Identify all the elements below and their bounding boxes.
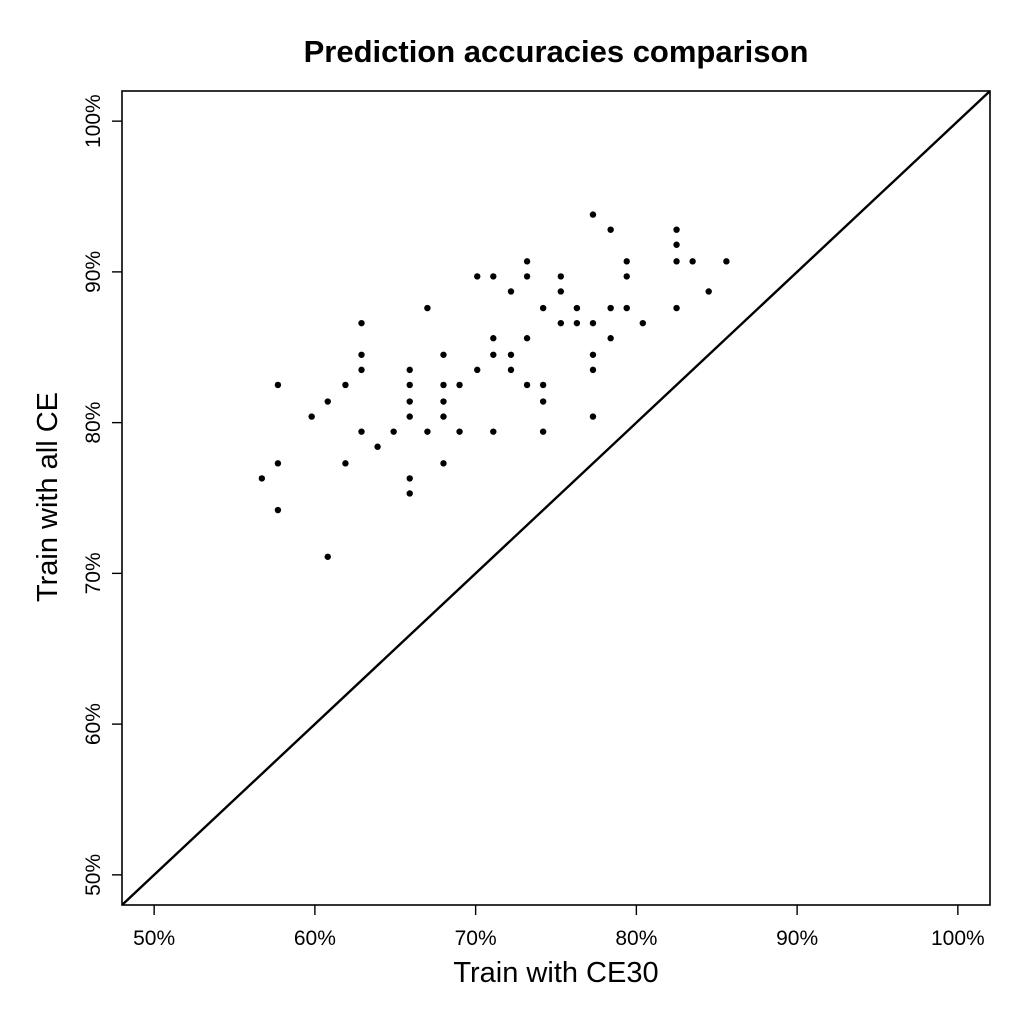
- data-point: [557, 319, 565, 327]
- x-tick-label: 100%: [931, 927, 985, 950]
- data-point: [358, 351, 365, 358]
- y-tick-label: 90%: [82, 251, 105, 293]
- data-point: [424, 428, 431, 435]
- data-point: [589, 366, 597, 374]
- data-point: [523, 381, 531, 389]
- data-point: [673, 226, 680, 233]
- data-point: [490, 428, 497, 435]
- data-point: [673, 304, 680, 312]
- data-point: [539, 304, 547, 312]
- data-point: [639, 319, 646, 327]
- plot-frame: [121, 90, 991, 906]
- data-point: [673, 241, 680, 248]
- data-point: [589, 413, 597, 420]
- data-point: [607, 304, 614, 312]
- data-point: [607, 335, 614, 342]
- data-point: [689, 258, 696, 265]
- data-point: [440, 460, 447, 467]
- data-point: [456, 428, 463, 435]
- data-point: [274, 381, 282, 389]
- x-tick-label: 70%: [455, 927, 497, 950]
- y-tick-label: 50%: [82, 854, 105, 896]
- data-point: [723, 258, 730, 265]
- data-point: [523, 258, 531, 265]
- data-point: [589, 211, 597, 218]
- x-tick-label: 60%: [294, 927, 336, 950]
- data-point: [274, 460, 282, 467]
- data-point: [507, 351, 515, 358]
- data-point: [474, 366, 481, 374]
- x-tick-label: 80%: [615, 927, 657, 950]
- data-point: [490, 273, 497, 280]
- data-point: [490, 351, 497, 358]
- data-point: [324, 553, 331, 560]
- y-tick-label: 60%: [82, 703, 105, 745]
- plot-area: 50% 60% 70% 80% 90% 100% 50% 60% 70% 80% 90% 100%: [82, 90, 991, 950]
- data-point: [705, 288, 712, 295]
- data-point: [623, 258, 630, 265]
- data-point: [342, 381, 349, 389]
- data-point: [258, 475, 266, 482]
- data-point: [308, 413, 315, 420]
- data-point: [406, 366, 413, 374]
- data-point: [539, 428, 547, 435]
- data-point: [406, 475, 413, 482]
- data-point: [623, 273, 630, 280]
- data-point: [539, 381, 547, 389]
- data-point: [507, 288, 515, 295]
- y-axis-label: Train with all CE: [32, 392, 64, 602]
- data-point: [358, 428, 365, 435]
- data-point: [274, 506, 282, 514]
- data-point: [490, 335, 497, 342]
- reference-line: [121, 90, 991, 906]
- data-point: [557, 288, 565, 295]
- y-tick-label: 80%: [82, 402, 105, 444]
- x-tick-label: 90%: [776, 927, 818, 950]
- data-point: [440, 413, 447, 420]
- data-point: [358, 366, 365, 374]
- data-point: [374, 443, 381, 450]
- data-point: [589, 351, 597, 358]
- data-point: [539, 398, 547, 405]
- data-point: [474, 273, 481, 280]
- data-point: [589, 319, 597, 327]
- chart-title: Prediction accuracies comparison: [304, 34, 809, 69]
- data-point: [507, 366, 515, 374]
- data-point: [573, 319, 581, 327]
- x-tick-label: 50%: [133, 927, 175, 950]
- data-point: [406, 413, 413, 420]
- data-point: [557, 273, 565, 280]
- data-point: [440, 381, 447, 389]
- data-point: [390, 428, 397, 435]
- x-axis-label: Train with CE30: [453, 957, 658, 989]
- data-point: [406, 381, 413, 389]
- data-point: [673, 258, 680, 265]
- y-tick-label: 70%: [82, 552, 105, 594]
- data-point: [573, 304, 581, 312]
- y-tick-label: 100%: [82, 94, 105, 148]
- data-point: [342, 460, 349, 467]
- data-point: [440, 398, 447, 405]
- data-point: [623, 304, 630, 312]
- data-point: [523, 273, 531, 280]
- data-point: [324, 398, 331, 405]
- data-point: [607, 226, 614, 233]
- data-point: [523, 335, 531, 342]
- data-point: [440, 351, 447, 358]
- data-point: [358, 319, 365, 327]
- data-point: [424, 304, 431, 312]
- data-point: [406, 490, 413, 497]
- data-point: [456, 381, 463, 389]
- data-point: [406, 398, 413, 405]
